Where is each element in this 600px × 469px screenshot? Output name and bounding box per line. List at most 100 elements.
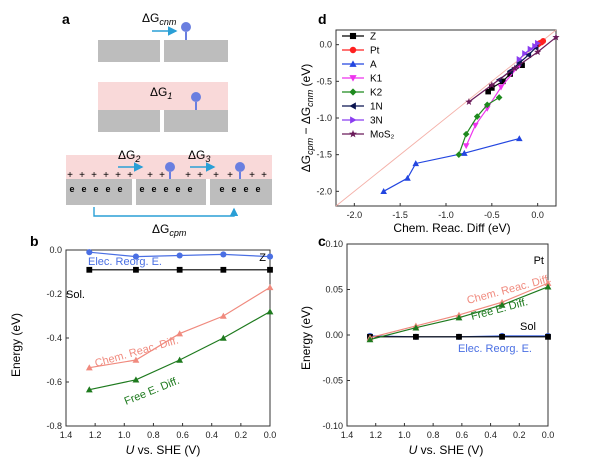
x-tick-label: 0.0 [542,430,555,440]
x-tick-label: -0.5 [484,210,500,220]
legend-entry: 1N [342,102,383,113]
data-point [516,135,523,142]
data-point [462,130,470,138]
b-label-sol: Sol. [66,289,85,301]
data-point [465,98,473,105]
y-tick-label: 0.05 [325,285,343,295]
legend-marker [349,75,357,82]
plot-frame [346,243,549,427]
slab-left-2 [98,110,160,132]
plus-charge: + [197,170,203,181]
legend-entry: MoS₂ [342,130,395,141]
x-tick-label: 0.0 [531,210,544,220]
legend-marker [349,60,357,67]
plus-charge: + [115,170,121,181]
x-tick-label: 1.0 [118,430,131,440]
data-point [176,252,183,259]
data-point [266,308,274,315]
b-label-free-e: Free E. Diff. [123,375,182,408]
plot-d: -2.0 -1.5 -1.0 -0.5 0.0 0.0 -0.5 -1.0 -1.5 -2.0 [316,29,560,220]
panel-c: c 1.4 1.2 1.0 0.8 0.6 0.4 0.2 0.0 0.10 0.05 0.00 -0… [299,233,554,457]
data-point [412,160,420,167]
electron-charge: e [105,184,110,194]
electron-charge: e [151,184,156,194]
legend-marker [349,129,357,138]
data-point [473,113,481,120]
x-tick-label: 1.4 [341,430,354,440]
data-point [266,253,274,260]
legend-marker [350,116,357,124]
c-label-elec-reorg: Elec. Reorg. E. [458,343,532,355]
series-free-e-diff- [366,283,552,343]
dg-cnm-label: ΔGcnm [142,11,177,27]
legend-label: MoS₂ [370,130,395,141]
legend-label: 1N [370,102,383,113]
b-ylabel: Energy (eV) [9,313,23,377]
d-ylabel: ΔGcpm − ΔGcnm (eV) [299,64,315,172]
data-point [552,33,560,41]
series-3n [516,39,541,63]
x-tick-label: 0.2 [513,430,526,440]
legend-entry: A [342,60,377,71]
panel-a-schematic: a ΔGcnm ΔG1 + + + + + + + + + + + + + +e e e e e e e e e e e e e e… [62,11,272,238]
plus-charge: + [185,170,191,181]
c-corner-label: Pt [534,255,544,267]
series-elec-reorg-e- [86,249,274,260]
x-tick-label: 0.8 [147,430,160,440]
x-tick-label: 1.2 [89,430,102,440]
data-point [412,324,420,331]
dg-2-label: ΔG2 [118,148,140,164]
plus-charge: + [147,170,153,181]
legend-label: 3N [370,116,383,127]
data-point [499,333,505,340]
electron-charge: e [163,184,168,194]
data-point [544,283,552,290]
x-tick-label: 0.0 [264,430,277,440]
c-ylabel: Energy (eV) [299,306,313,370]
legend-marker [349,46,357,54]
y-tick-label: 0.0 [319,40,332,50]
data-point [455,151,463,158]
y-tick-label: -2.0 [316,186,332,196]
data-point [455,314,463,321]
adsorbate-2 [191,92,201,102]
data-point [498,301,506,308]
data-point [219,312,227,319]
slab-right-2 [164,110,228,132]
panel-label-a: a [62,11,70,27]
plus-charge: + [159,170,165,181]
plus-charge: + [213,170,219,181]
solvent-band-2 [98,82,228,110]
data-point [85,364,93,371]
legend-entry: K1 [342,74,383,85]
plus-charge: + [91,170,97,181]
panel-label-c: c [318,233,326,249]
series-sol- [86,266,273,273]
data-point [176,266,183,273]
data-point [507,71,513,77]
plus-charge: + [261,170,267,181]
series-sol [367,333,551,340]
legend-entry: Pt [342,46,380,57]
arrow-dg-cpm [93,207,239,217]
legend-label: K2 [370,88,383,99]
series-line [383,137,520,192]
y-tick-label: 0.0 [49,245,62,255]
x-tick-label: 0.6 [456,430,469,440]
b-label-elec-reorg: Elec. Reorg. E. [88,256,162,268]
plus-charge: + [127,170,133,181]
legend-marker [349,102,356,110]
data-point [380,188,387,194]
slab-right-1 [164,40,228,62]
y-tick-label: -0.5 [316,76,332,86]
series-line [89,311,271,391]
data-point [522,50,529,57]
data-point [488,81,496,89]
data-point [176,356,184,363]
data-point [545,333,551,340]
x-tick-label: 0.4 [205,430,218,440]
legend-marker [349,88,357,96]
y-tick-label: -1.5 [316,150,332,160]
electron-charge: e [93,184,98,194]
surface-charges: + + + + + + + + + + + + + +e e e e e e e e e e e e e e [67,170,267,194]
